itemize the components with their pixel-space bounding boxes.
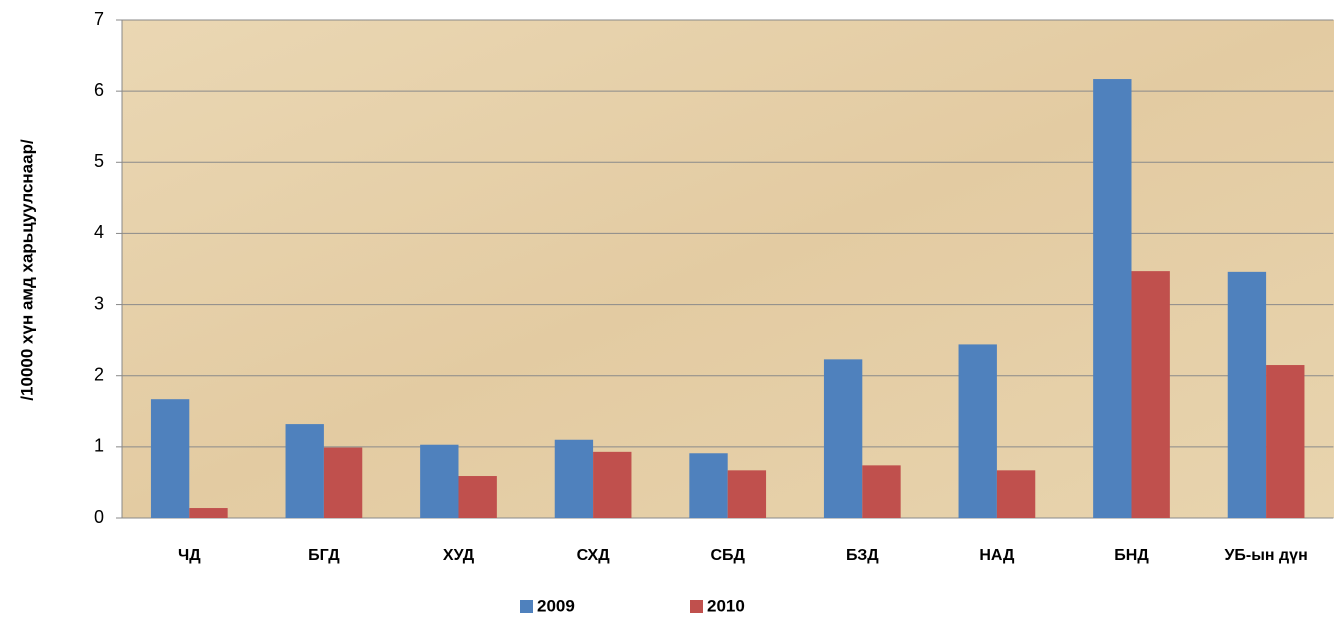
y-tick-label: 7 (94, 9, 104, 29)
bar (150, 399, 190, 518)
x-tick-label: ЧД (178, 547, 201, 564)
y-tick-label: 4 (94, 222, 104, 242)
y-tick-label: 6 (94, 80, 104, 100)
y-tick-label: 0 (94, 507, 104, 527)
bar (285, 424, 324, 518)
x-tick-label: СБД (710, 547, 745, 564)
legend-swatch (520, 600, 533, 613)
y-axis-label: /10000 хүн амд харьцуулснаар/ (17, 139, 36, 401)
bar (323, 447, 363, 518)
legend-label: 2010 (707, 596, 745, 615)
bar (727, 470, 767, 518)
y-tick-label: 1 (94, 436, 104, 456)
bar (689, 453, 728, 518)
legend-label: 2009 (537, 596, 575, 615)
x-tick-label: НАД (979, 547, 1015, 564)
x-tick-label: БГД (308, 547, 340, 564)
bar (862, 465, 901, 518)
bar (823, 359, 863, 518)
y-tick-label: 3 (94, 293, 104, 313)
bar (458, 476, 497, 518)
y-tick-label: 5 (94, 151, 104, 171)
x-tick-label: ХУД (443, 547, 475, 564)
bar (958, 344, 997, 518)
bar (1131, 271, 1170, 518)
bar (1093, 79, 1132, 518)
bar (996, 470, 1036, 518)
x-tick-label: СХД (577, 547, 611, 564)
y-tick-label: 2 (94, 364, 104, 384)
x-tick-label: БЗД (846, 547, 879, 564)
bar (1266, 365, 1305, 518)
x-tick-label: БНД (1114, 547, 1149, 564)
x-tick-label: УБ-ын дүн (1224, 547, 1307, 564)
legend-swatch (690, 600, 703, 613)
bar (1227, 271, 1267, 518)
bar (554, 439, 594, 518)
bar (593, 451, 632, 518)
bar (189, 508, 228, 518)
bar (420, 444, 459, 518)
